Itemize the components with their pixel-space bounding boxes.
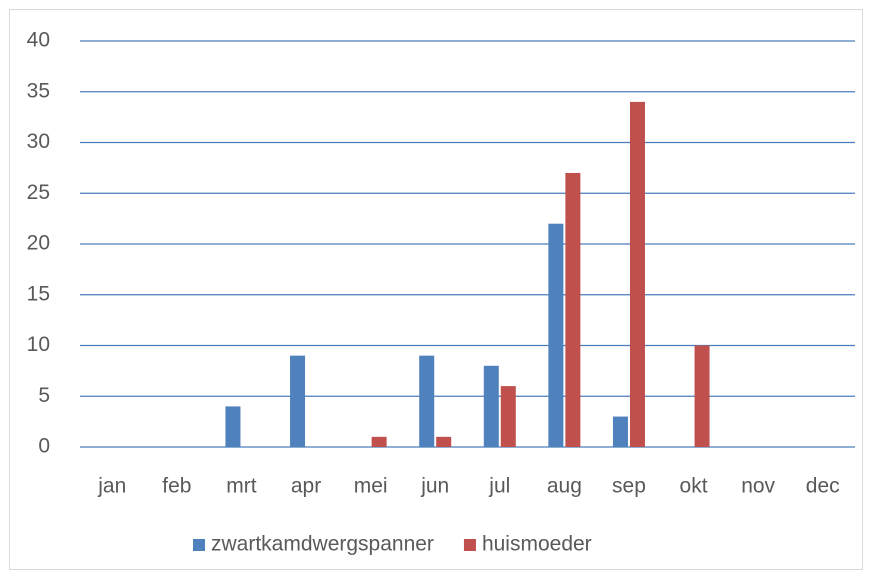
y-tick-label: 40 bbox=[27, 29, 50, 52]
bar bbox=[483, 365, 499, 447]
y-tick-label: 20 bbox=[27, 232, 50, 255]
bar bbox=[436, 436, 452, 447]
bar bbox=[290, 355, 306, 447]
x-tick-label: jan bbox=[97, 475, 126, 498]
bar bbox=[500, 386, 516, 447]
chart-border bbox=[9, 9, 863, 570]
x-tick-label: mrt bbox=[226, 475, 256, 498]
bar bbox=[612, 416, 628, 447]
x-tick-label: aug bbox=[547, 475, 582, 498]
bar bbox=[629, 101, 645, 448]
bar bbox=[419, 355, 435, 447]
x-tick-label: okt bbox=[680, 475, 708, 498]
x-tick-label: jun bbox=[420, 475, 449, 498]
x-tick-label: mei bbox=[354, 475, 388, 498]
legend-label: zwartkamdwergspanner bbox=[211, 533, 434, 556]
legend-swatch bbox=[463, 539, 476, 551]
y-tick-label: 35 bbox=[27, 79, 50, 102]
y-tick-label: 5 bbox=[38, 384, 50, 407]
y-tick-label: 10 bbox=[27, 333, 50, 356]
y-tick-label: 25 bbox=[27, 181, 50, 204]
y-tick-label: 0 bbox=[38, 435, 50, 458]
bar bbox=[694, 345, 710, 447]
bar bbox=[371, 436, 387, 447]
legend-swatch bbox=[193, 539, 205, 551]
x-tick-label: sep bbox=[612, 475, 646, 498]
x-tick-label: dec bbox=[806, 475, 840, 498]
x-tick-label: jul bbox=[488, 475, 510, 498]
bar bbox=[225, 406, 241, 447]
y-tick-label: 30 bbox=[27, 130, 50, 153]
legend-label: huismoeder bbox=[482, 533, 592, 556]
bar bbox=[548, 223, 564, 447]
y-tick-label: 15 bbox=[27, 282, 50, 305]
x-tick-label: feb bbox=[162, 475, 191, 498]
x-tick-label: nov bbox=[741, 475, 775, 498]
bar bbox=[565, 172, 581, 447]
x-tick-label: apr bbox=[291, 475, 321, 498]
